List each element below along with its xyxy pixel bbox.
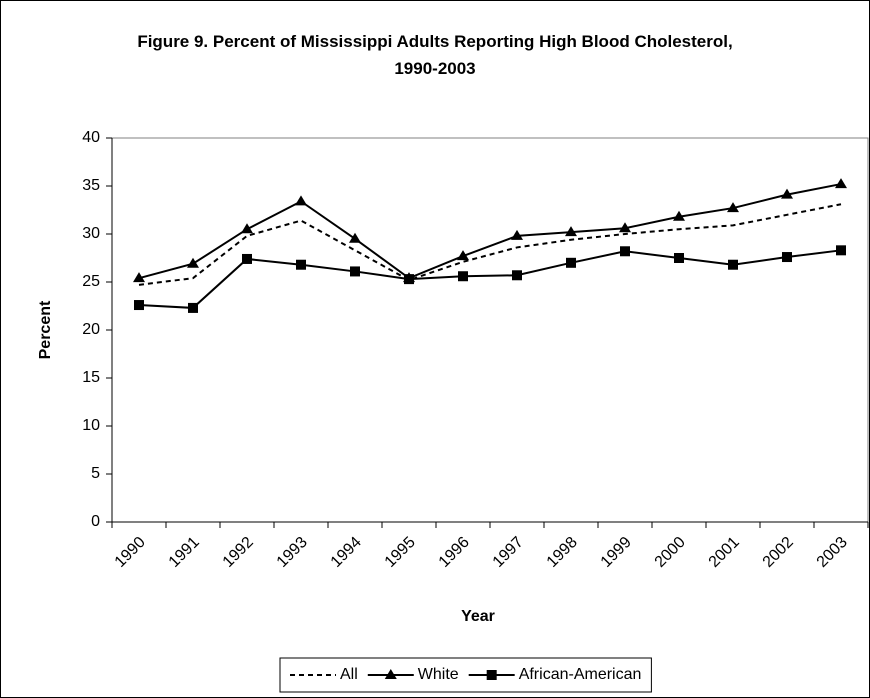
y-axis-label: Percent <box>37 300 54 359</box>
x-tick-label: 1992 <box>220 534 257 571</box>
y-tick-label: 10 <box>82 417 100 434</box>
y-tick-label: 30 <box>82 225 100 242</box>
data-point <box>835 178 847 189</box>
data-point <box>620 246 630 257</box>
y-tick-label: 35 <box>82 177 100 194</box>
x-axis-label: Year <box>461 608 495 625</box>
x-tick-label: 2003 <box>814 534 851 571</box>
y-tick-label: 25 <box>82 273 100 290</box>
data-point <box>836 245 846 256</box>
data-point <box>619 222 631 233</box>
data-point <box>674 253 684 263</box>
data-point <box>350 266 360 277</box>
y-tick-label: 20 <box>82 321 100 338</box>
x-tick-label: 2001 <box>706 534 743 571</box>
x-tick-label: 2002 <box>760 534 797 571</box>
chart-title: Figure 9. Percent of Mississippi Adults … <box>137 32 733 78</box>
data-point <box>727 202 739 213</box>
legend-label: White <box>418 666 459 683</box>
x-tick-label: 1991 <box>166 534 203 571</box>
legend-label: African-American <box>519 666 642 683</box>
x-tick-label: 1990 <box>112 534 149 571</box>
data-point <box>511 229 523 240</box>
x-tick-label: 1996 <box>436 534 473 571</box>
legend-marker <box>486 670 497 680</box>
series-line <box>138 249 842 309</box>
y-tick-label: 5 <box>91 465 100 482</box>
data-point <box>133 272 145 283</box>
data-point <box>457 250 469 261</box>
data-point <box>134 300 144 311</box>
data-point <box>565 226 577 237</box>
data-point <box>782 252 792 263</box>
data-point <box>404 274 414 285</box>
series-line <box>138 203 842 286</box>
x-tick-label: 1994 <box>328 534 365 571</box>
data-point <box>566 257 576 268</box>
legend-marker <box>384 669 397 679</box>
data-point <box>349 232 361 243</box>
legend-label: All <box>340 666 358 683</box>
x-tick-label: 1995 <box>382 534 419 571</box>
data-point <box>295 195 307 206</box>
data-point <box>242 253 252 264</box>
data-point <box>188 302 198 313</box>
data-point <box>728 259 738 270</box>
x-tick-label: 1998 <box>544 534 581 571</box>
data-point <box>673 210 685 221</box>
y-tick-label: 40 <box>82 129 100 146</box>
x-tick-label: 1993 <box>274 534 311 571</box>
x-tick-label: 1999 <box>598 534 635 571</box>
plot-area <box>111 137 869 523</box>
legend <box>279 657 652 693</box>
y-tick-label: 0 <box>91 513 100 530</box>
data-point <box>458 271 468 282</box>
y-tick-label: 15 <box>82 369 100 386</box>
data-point <box>241 223 253 234</box>
data-point <box>296 259 306 270</box>
series-line <box>138 183 842 280</box>
data-point <box>187 257 199 268</box>
data-point <box>512 270 522 281</box>
data-point <box>781 188 793 199</box>
x-tick-label: 1997 <box>490 534 527 571</box>
x-tick-label: 2000 <box>652 534 689 571</box>
